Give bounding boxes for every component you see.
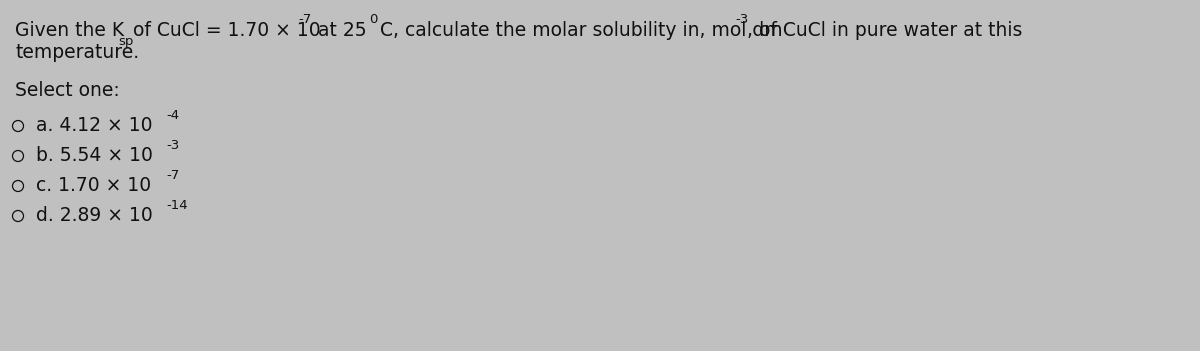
Text: -4: -4 [166, 109, 179, 122]
Text: temperature.: temperature. [14, 43, 139, 62]
Text: b. 5.54 × 10: b. 5.54 × 10 [36, 146, 152, 165]
Text: Select one:: Select one: [14, 81, 120, 100]
Text: C, calculate the molar solubility in, mol dm: C, calculate the molar solubility in, mo… [380, 21, 782, 40]
Text: -7: -7 [166, 169, 179, 182]
Text: at 25: at 25 [318, 21, 367, 40]
Text: c. 1.70 × 10: c. 1.70 × 10 [36, 176, 151, 195]
Text: , of CuCl in pure water at this: , of CuCl in pure water at this [746, 21, 1022, 40]
Text: -14: -14 [166, 199, 187, 212]
Text: -3: -3 [166, 139, 179, 152]
Text: Given the K: Given the K [14, 21, 124, 40]
Text: -3: -3 [734, 13, 749, 26]
Text: sp: sp [118, 35, 133, 48]
Text: a. 4.12 × 10: a. 4.12 × 10 [36, 116, 152, 135]
Text: -7: -7 [298, 13, 311, 26]
Text: 0: 0 [370, 13, 377, 26]
Text: d. 2.89 × 10: d. 2.89 × 10 [36, 206, 152, 225]
Text: of CuCl = 1.70 × 10: of CuCl = 1.70 × 10 [133, 21, 320, 40]
